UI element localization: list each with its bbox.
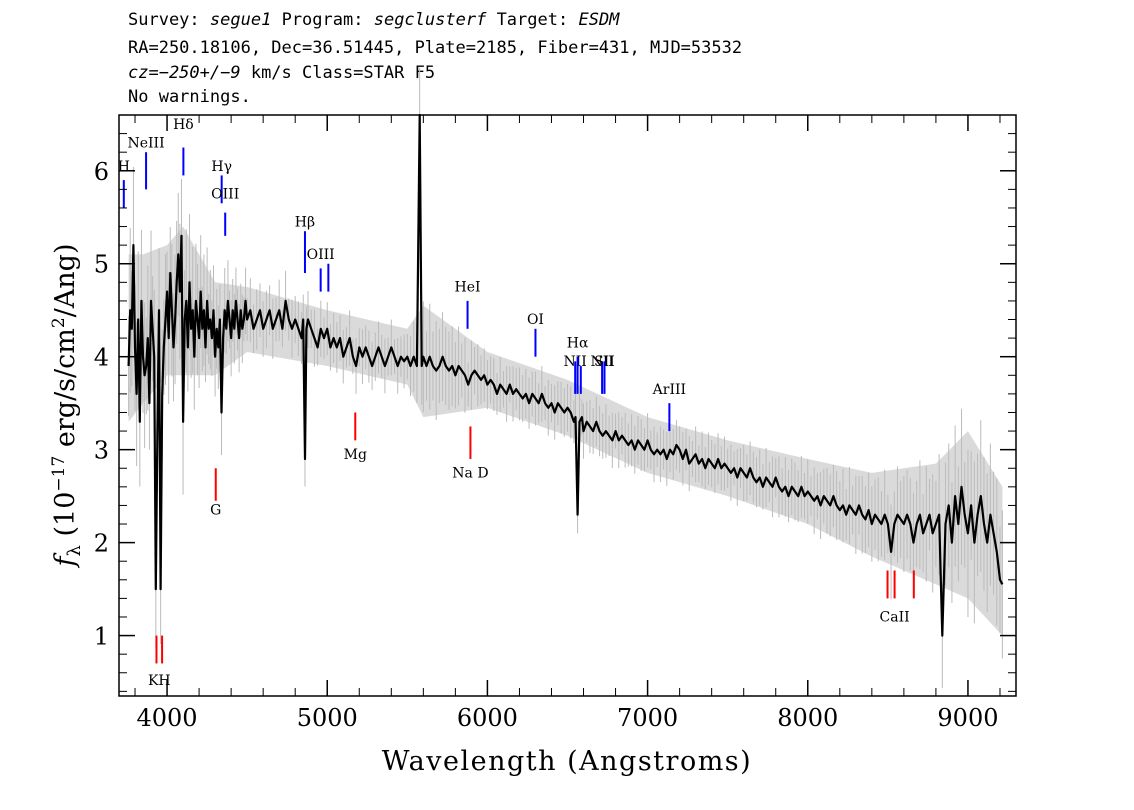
target-label: Target:	[496, 10, 569, 30]
header-line-2: RA=250.18106, Dec=36.51445, Plate=2185, …	[128, 38, 743, 58]
x-axis-label: Wavelength (Angstroms)	[382, 746, 752, 777]
emission-line-label: NII	[564, 354, 587, 370]
x-tick-label: 4000	[137, 704, 198, 732]
emission-line-label: NII	[590, 354, 613, 370]
x-tick-label: 9000	[937, 704, 998, 732]
y-tick-label: 6	[94, 158, 109, 186]
header-line-1: Survey: segue1 Program: segclusterf Targ…	[128, 10, 619, 30]
flux-series	[127, 113, 1004, 637]
survey-label: Survey:	[128, 10, 200, 30]
absorption-line-label: Mg	[344, 447, 367, 463]
emission-line-label: OIII	[211, 187, 239, 203]
error-band	[128, 67, 1003, 689]
y-axis-label: fλ (10−17 erg/s/cm2/Ang)	[49, 244, 85, 569]
plot-frame	[118, 114, 1017, 697]
absorption-line-label: Na D	[452, 466, 488, 482]
cz-value: cz=−250+/−9	[128, 63, 241, 83]
x-tick-label: 7000	[617, 704, 678, 732]
target-value: ESDM	[578, 10, 620, 30]
emission-line-label: OI	[527, 312, 544, 328]
class-text: km/s Class=STAR F5	[240, 63, 436, 83]
emission-line-label: HeI	[455, 280, 481, 296]
flux-line	[127, 113, 1004, 637]
x-tick-label: 6000	[457, 704, 518, 732]
y-tick-label: 1	[94, 623, 109, 651]
error-band-area	[128, 226, 1003, 636]
x-tick-label: 8000	[777, 704, 838, 732]
absorption-line-label: G	[210, 503, 221, 519]
y-tick-label: 5	[94, 251, 109, 279]
program-label: Program:	[281, 10, 364, 30]
y-tick-label: 4	[94, 344, 109, 372]
survey-value: segue1	[209, 10, 272, 30]
absorption-line-label: CaII	[880, 610, 910, 626]
emission-line-label: Hδ	[173, 117, 194, 133]
emission-line-label: OIII	[307, 247, 335, 263]
emission-line-label: Hγ	[211, 159, 232, 175]
y-tick-label: 3	[94, 437, 109, 465]
kh-label: KH	[148, 673, 171, 689]
emission-line-label: SII	[594, 354, 615, 370]
emission-line-label: NeIII	[127, 136, 164, 152]
x-tick-label: 5000	[297, 704, 358, 732]
program-value: segclusterf	[373, 10, 487, 30]
emission-line-label: Hβ	[295, 215, 315, 231]
axes: 4000 5000 6000 7000 8000 9000 1 2 3 4 5 6	[94, 115, 1016, 732]
emission-line-label: ArIII	[652, 382, 686, 398]
header-line-3: cz=−250+/−9 km/s Class=STAR F5	[128, 63, 435, 83]
y-tick-label: 2	[94, 530, 109, 558]
header-line-4: No warnings.	[128, 87, 251, 107]
emission-line-label: Hα	[567, 335, 589, 351]
